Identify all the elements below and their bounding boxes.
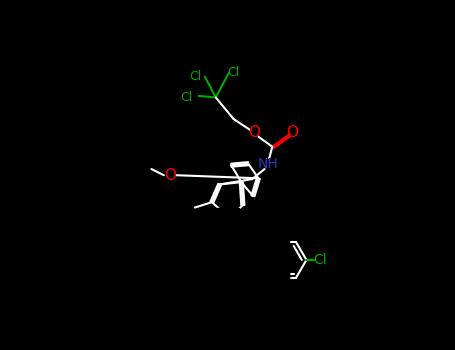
Text: O: O [164, 168, 176, 183]
Bar [228, 242, 289, 300]
Text: O: O [248, 125, 261, 140]
Bar [208, 208, 239, 246]
Bar [197, 238, 289, 300]
Text: NH: NH [257, 157, 278, 171]
Bar [208, 233, 238, 247]
Text: Cl: Cl [228, 66, 240, 79]
Text: O: O [287, 125, 298, 140]
Text: Cl: Cl [180, 91, 192, 104]
Text: Cl: Cl [189, 70, 202, 83]
Text: O: O [216, 240, 228, 255]
Text: N: N [227, 218, 238, 233]
Text: Cl: Cl [313, 253, 327, 267]
Text: O: O [203, 243, 216, 257]
